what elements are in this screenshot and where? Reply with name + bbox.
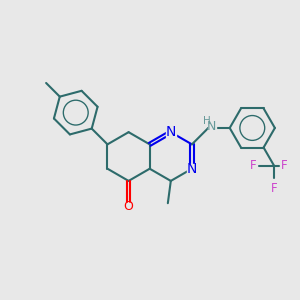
Bar <box>203 118 211 125</box>
Text: F: F <box>281 159 288 172</box>
Bar <box>187 164 197 173</box>
Bar <box>124 203 133 210</box>
Bar <box>208 123 216 131</box>
Text: N: N <box>166 125 176 139</box>
Text: N: N <box>207 120 217 133</box>
Text: H: H <box>203 116 211 126</box>
Text: F: F <box>250 159 256 172</box>
Text: F: F <box>271 182 277 195</box>
Text: N: N <box>187 162 197 176</box>
Bar <box>166 128 176 136</box>
Text: O: O <box>124 200 134 213</box>
